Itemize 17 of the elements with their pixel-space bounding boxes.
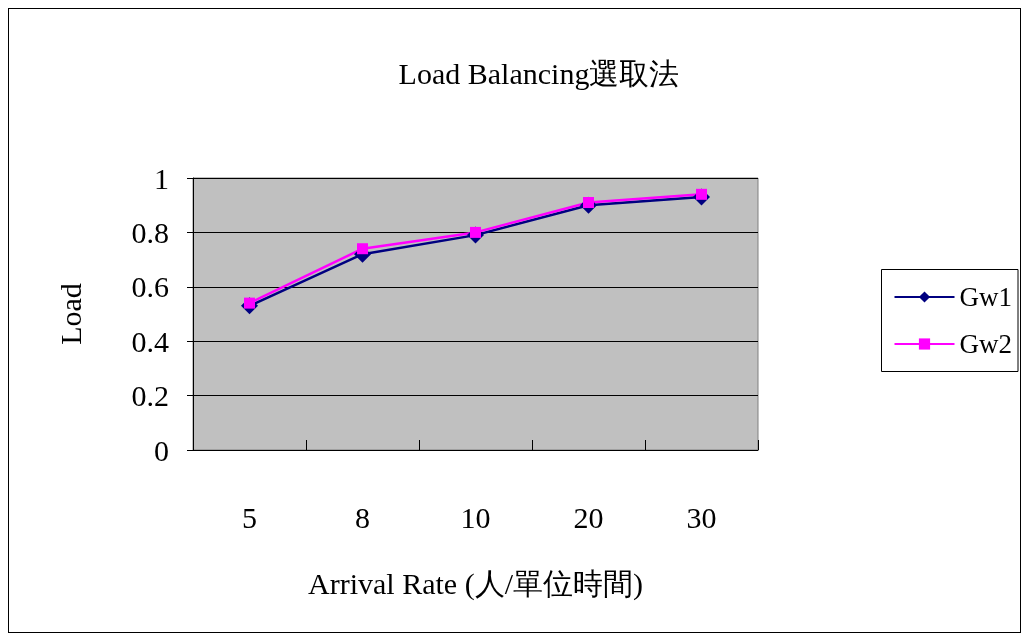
- x-axis-title: Arrival Rate (人/單位時間): [308, 566, 643, 601]
- x-tick-label: 8: [355, 500, 370, 534]
- x-tick-label: 10: [460, 500, 491, 534]
- y-axis-title: Load: [53, 283, 87, 345]
- legend-label: Gw2: [959, 329, 1012, 359]
- x-tick-label: 20: [573, 500, 604, 534]
- x-tick-label: 5: [242, 500, 257, 534]
- y-tick-label: 0.8: [131, 215, 169, 249]
- chart-title: Load Balancing選取法: [398, 56, 680, 90]
- y-tick-label: 0.6: [131, 270, 169, 304]
- point: [357, 243, 368, 255]
- y-tick-label: 0.2: [131, 379, 169, 413]
- y-tick-label: 0.4: [131, 324, 169, 358]
- x-tick-label: 30: [686, 500, 717, 534]
- legend-label: Gw1: [959, 282, 1012, 312]
- y-tick-label: 1: [154, 161, 169, 195]
- y-tick-label: 0: [154, 433, 169, 467]
